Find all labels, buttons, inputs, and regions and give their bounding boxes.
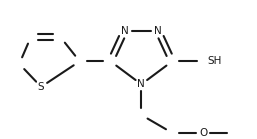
Text: O: O bbox=[199, 128, 207, 138]
Text: N: N bbox=[121, 26, 128, 36]
Text: N: N bbox=[137, 79, 145, 89]
Text: SH: SH bbox=[207, 56, 221, 66]
Text: S: S bbox=[38, 82, 44, 92]
Text: N: N bbox=[154, 26, 162, 36]
